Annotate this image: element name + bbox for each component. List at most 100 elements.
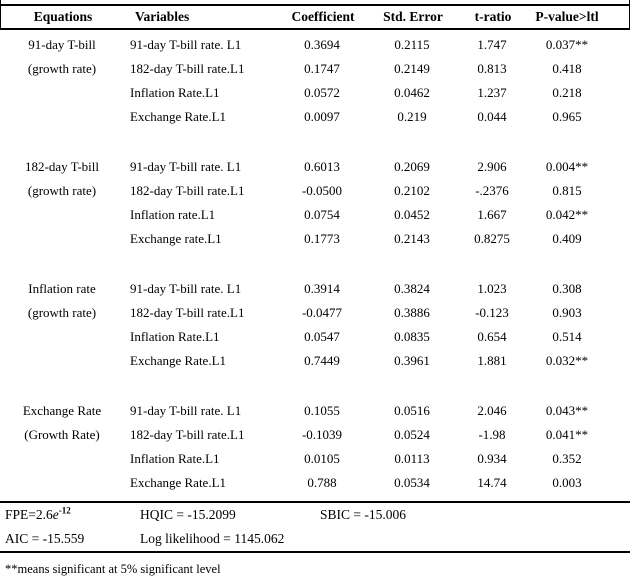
table-row: (growth rate) 182-day T-bill rate.L1 -0.…	[0, 179, 630, 203]
t-ratio-cell: 2.046	[477, 403, 507, 418]
table-row: Inflation rate.L1 0.0754 0.0452 1.667 0.…	[0, 203, 630, 227]
std-error-cell: 0.0462	[394, 85, 430, 100]
equation-cell	[0, 81, 124, 105]
fpe-exponent: -12	[58, 505, 71, 516]
variable-cell: Exchange Rate.L1	[130, 353, 227, 368]
equation-cell	[0, 349, 124, 373]
coefficient-cell: 0.0105	[304, 451, 340, 466]
table-row: Exchange Rate.L1 0.0097 0.219 0.044 0.96…	[0, 105, 630, 129]
equation-cell: (growth rate)	[27, 305, 97, 320]
coefficient-cell: -0.0500	[301, 183, 343, 198]
variable-cell: 91-day T-bill rate. L1	[130, 281, 242, 296]
stat-aic: AIC = -15.559	[5, 531, 85, 546]
p-value-cell: 0.352	[552, 451, 582, 466]
table-row: (growth rate) 182-day T-bill rate.L1 -0.…	[0, 301, 630, 325]
p-value-cell: 0.041**	[545, 427, 589, 442]
t-ratio-cell: 2.906	[477, 159, 507, 174]
std-error-cell: 0.2102	[394, 183, 430, 198]
p-value-cell: 0.043**	[545, 403, 589, 418]
equation-cell	[0, 105, 124, 129]
p-value-cell: 0.409	[552, 231, 582, 246]
equation-cell: Exchange Rate	[22, 403, 102, 418]
variable-cell: 182-day T-bill rate.L1	[130, 305, 245, 320]
stats-row-1: FPE=2.6e-12 HQIC = -15.2099 SBIC = -15.0…	[0, 503, 630, 527]
coefficient-cell: 0.0572	[304, 85, 340, 100]
equation-cell	[0, 203, 124, 227]
coefficient-cell: 0.3694	[304, 37, 340, 52]
variable-cell: 182-day T-bill rate.L1	[130, 183, 245, 198]
table-row: Inflation Rate.L1 0.0105 0.0113 0.934 0.…	[0, 447, 630, 471]
t-ratio-cell: -.2376	[475, 183, 509, 198]
coefficient-cell: 0.1773	[304, 231, 340, 246]
t-ratio-cell: 0.044	[477, 109, 507, 124]
variable-cell: Exchange rate.L1	[130, 231, 222, 246]
variable-cell: Inflation rate.L1	[130, 207, 216, 222]
variable-cell: Inflation Rate.L1	[130, 451, 220, 466]
table-row: Exchange Rate.L1 0.788 0.0534 14.74 0.00…	[0, 471, 630, 495]
table-row: Inflation Rate.L1 0.0547 0.0835 0.654 0.…	[0, 325, 630, 349]
variable-cell: Exchange Rate.L1	[130, 475, 227, 490]
std-error-cell: 0.0524	[394, 427, 430, 442]
std-error-cell: 0.0534	[394, 475, 430, 490]
table-row: (Growth Rate) 182-day T-bill rate.L1 -0.…	[0, 423, 630, 447]
t-ratio-cell: 0.813	[477, 61, 507, 76]
model-stats: FPE=2.6e-12 HQIC = -15.2099 SBIC = -15.0…	[0, 501, 630, 553]
std-error-cell: 0.0516	[394, 403, 430, 418]
stat-log-likelihood: Log likelihood = 1145.062	[140, 531, 285, 546]
p-value-cell: 0.004**	[545, 159, 589, 174]
equation-cell	[0, 325, 124, 349]
fpe-prefix: FPE=2.6	[5, 507, 53, 522]
t-ratio-cell: -1.98	[478, 427, 506, 442]
std-error-cell: 0.219	[397, 109, 427, 124]
std-error-cell: 0.2143	[394, 231, 430, 246]
equation-cell	[0, 447, 124, 471]
p-value-cell: 0.032**	[545, 353, 589, 368]
p-value-cell: 0.003	[552, 475, 582, 490]
header-coefficient: Coefficient	[291, 9, 355, 24]
variable-cell: 182-day T-bill rate.L1	[130, 61, 245, 76]
coefficient-cell: 0.0097	[304, 109, 340, 124]
coefficient-cell: 0.1747	[304, 61, 340, 76]
equation-cell: 91-day T-bill	[28, 37, 96, 52]
coefficient-cell: 0.7449	[304, 353, 340, 368]
equation-cell	[0, 471, 124, 495]
p-value-cell: 0.514	[552, 329, 582, 344]
equation-cell: (growth rate)	[27, 61, 97, 76]
coefficient-cell: 0.0547	[304, 329, 340, 344]
table-top-rule	[1, 4, 629, 6]
variable-cell: Inflation Rate.L1	[130, 85, 220, 100]
header-p-value: P-value>ltl	[535, 9, 599, 24]
p-value-cell: 0.965	[552, 109, 582, 124]
std-error-cell: 0.2115	[394, 37, 430, 52]
significance-footnote: **means significant at 5% significant le…	[5, 562, 221, 576]
std-error-cell: 0.3824	[394, 281, 430, 296]
stat-empty	[320, 527, 630, 551]
t-ratio-cell: 0.654	[477, 329, 507, 344]
stat-fpe: FPE=2.6e-12	[5, 503, 140, 527]
equation-cell: 182-day T-bill	[24, 159, 100, 174]
t-ratio-cell: -0.123	[475, 305, 509, 320]
table-header-row: Equations Variables Coefficient Std. Err…	[0, 0, 630, 30]
std-error-cell: 0.0113	[394, 451, 430, 466]
equation-cell: (growth rate)	[27, 183, 97, 198]
header-variables: Variables	[135, 9, 190, 24]
std-error-cell: 0.2149	[394, 61, 430, 76]
equation-cell	[0, 227, 124, 251]
coefficient-cell: -0.1039	[301, 427, 343, 442]
t-ratio-cell: 1.023	[477, 281, 507, 296]
std-error-cell: 0.0452	[394, 207, 430, 222]
table-row: Inflation Rate.L1 0.0572 0.0462 1.237 0.…	[0, 81, 630, 105]
header-t-ratio: t-ratio	[474, 9, 512, 24]
t-ratio-cell: 1.237	[477, 85, 507, 100]
stat-sbic: SBIC = -15.006	[320, 507, 406, 522]
coefficient-cell: 0.788	[307, 475, 337, 490]
fpe-e: e	[52, 507, 59, 522]
variable-cell: 91-day T-bill rate. L1	[130, 159, 242, 174]
variable-cell: 91-day T-bill rate. L1	[130, 37, 242, 52]
header-std-error: Std. Error	[383, 9, 443, 24]
table-body: 91-day T-bill 91-day T-bill rate. L1 0.3…	[0, 30, 630, 495]
table-row: 182-day T-bill 91-day T-bill rate. L1 0.…	[0, 155, 630, 179]
variable-cell: Inflation Rate.L1	[130, 329, 220, 344]
p-value-cell: 0.815	[552, 183, 582, 198]
